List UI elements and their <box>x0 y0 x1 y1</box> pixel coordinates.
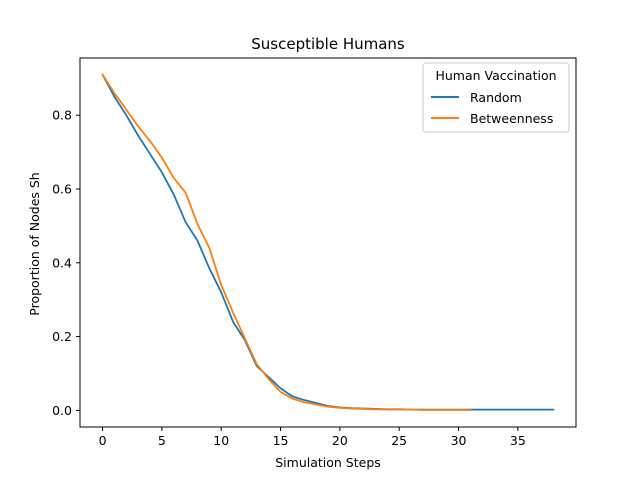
x-tick-label: 10 <box>213 433 229 448</box>
x-tick-label: 15 <box>273 433 289 448</box>
y-axis-ticks: 0.0 0.2 0.4 0.6 0.8 <box>52 108 80 418</box>
y-tick-label: 0.8 <box>52 108 72 123</box>
legend-label-random: Random <box>470 90 522 105</box>
x-tick-label: 20 <box>332 433 348 448</box>
x-tick-label: 0 <box>99 433 107 448</box>
x-tick-label: 30 <box>451 433 467 448</box>
plot-frame <box>79 57 577 428</box>
legend: Human Vaccination Random Betweenness <box>422 62 570 133</box>
y-tick-label: 0.0 <box>52 403 72 418</box>
chart-title: Susceptible Humans <box>251 35 405 53</box>
x-tick-label: 35 <box>510 433 526 448</box>
y-axis-title: Proportion of Nodes Sh <box>27 172 42 315</box>
y-tick-label: 0.4 <box>52 255 72 270</box>
y-tick-label: 0.2 <box>52 329 72 344</box>
x-tick-label: 5 <box>158 433 166 448</box>
legend-label-betweenness: Betweenness <box>470 111 553 126</box>
y-tick-label: 0.6 <box>52 181 72 196</box>
legend-box <box>422 62 570 133</box>
series-line-betweenness <box>101 73 472 411</box>
legend-title: Human Vaccination <box>435 68 556 83</box>
x-axis-title: Simulation Steps <box>275 455 381 470</box>
plot-area <box>101 73 555 411</box>
x-tick-label: 25 <box>391 433 407 448</box>
x-axis-ticks: 0 5 10 15 20 25 30 35 <box>99 427 526 448</box>
